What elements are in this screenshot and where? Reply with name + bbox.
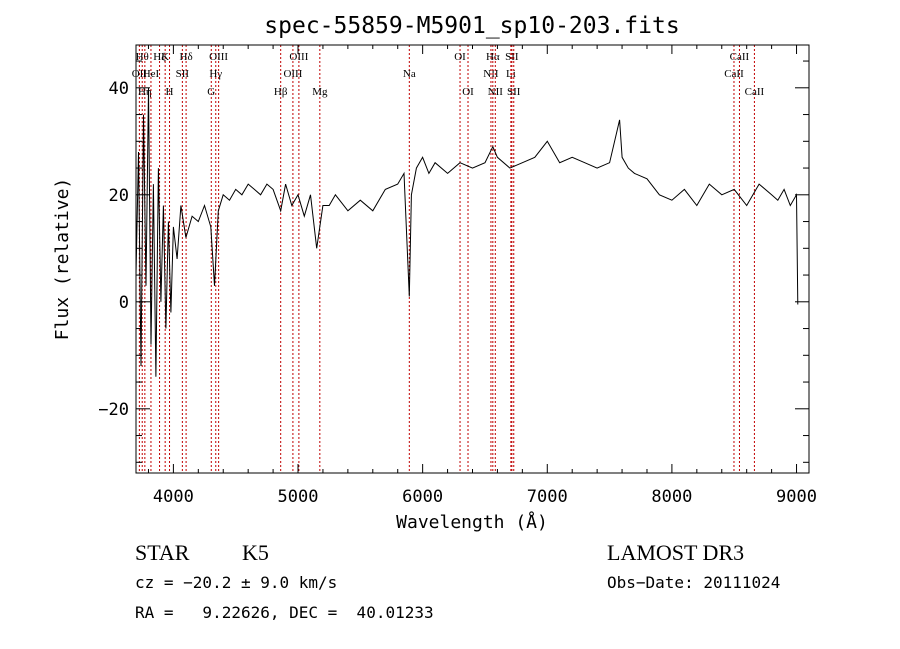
- y-axis-label: Flux (relative): [52, 178, 73, 341]
- line-marker-label: OIII: [289, 51, 308, 63]
- line-marker-label: Mg: [312, 86, 328, 98]
- line-marker-label: CaII: [724, 68, 744, 80]
- x-tick-label: 9000: [776, 487, 817, 507]
- line-marker-label: CaII: [745, 86, 765, 98]
- line-marker-label: Hβ: [274, 86, 288, 98]
- chart-title: spec-55859-M5901_sp10-203.fits: [264, 13, 679, 39]
- obs-date-text: Obs−Date: 20111024: [607, 573, 780, 592]
- line-marker-label: HeI: [143, 68, 160, 80]
- line-marker-label: Na: [403, 68, 416, 80]
- line-marker-label: SII: [505, 51, 519, 63]
- line-marker-label: Hδ: [180, 51, 193, 63]
- object-class: STAR: [135, 540, 190, 565]
- x-tick-label: 5000: [278, 487, 319, 507]
- x-tick-label: 4000: [153, 487, 194, 507]
- line-marker-label: SII: [507, 86, 521, 98]
- line-marker-label: NII: [483, 68, 499, 80]
- spectral-line-markers: OIIHθHηHeIHζKHSIIHδGHγOIIIHβOIIIOIIIMgNa…: [132, 45, 765, 473]
- line-marker-label: CaII: [730, 51, 750, 63]
- redshift-text: cz = −20.2 ± 9.0 km/s: [135, 573, 337, 592]
- line-marker-label: H: [166, 86, 174, 98]
- coordinates-text: RA = 9.22626, DEC = 40.01233: [135, 603, 434, 622]
- line-marker-label: Hζ: [153, 51, 166, 63]
- line-marker-label: OI: [462, 86, 474, 98]
- y-tick-label: 40: [109, 79, 129, 99]
- line-marker-label: K: [161, 51, 169, 63]
- line-marker-label: Hθ: [136, 51, 149, 63]
- line-marker-label: G: [207, 86, 215, 98]
- spectrum-line: [135, 87, 799, 377]
- y-tick-label: −20: [98, 400, 129, 420]
- x-axis-label: Wavelength (Å): [396, 511, 548, 533]
- line-marker-label: OI: [454, 51, 466, 63]
- y-tick-label: 20: [109, 186, 129, 206]
- x-tick-label: 8000: [651, 487, 692, 507]
- line-marker-label: Hα: [486, 51, 500, 63]
- y-axis-ticks: −20 0 20 40: [98, 60, 809, 463]
- line-marker-label: Hγ: [209, 68, 222, 80]
- line-marker-label: Li: [506, 68, 516, 80]
- object-subclass: K5: [242, 540, 269, 565]
- survey-name: LAMOST DR3: [607, 540, 744, 565]
- line-marker-label: OIII: [209, 51, 228, 63]
- line-marker-label: OIII: [283, 68, 302, 80]
- y-tick-label: 0: [119, 293, 129, 313]
- plot-frame: [135, 44, 810, 474]
- x-tick-label: 7000: [527, 487, 568, 507]
- x-tick-label: 6000: [402, 487, 443, 507]
- line-marker-label: NII: [488, 86, 504, 98]
- line-marker-label: SII: [176, 68, 190, 80]
- x-axis-ticks: 4000 5000 6000 7000 8000 9000: [147, 45, 817, 507]
